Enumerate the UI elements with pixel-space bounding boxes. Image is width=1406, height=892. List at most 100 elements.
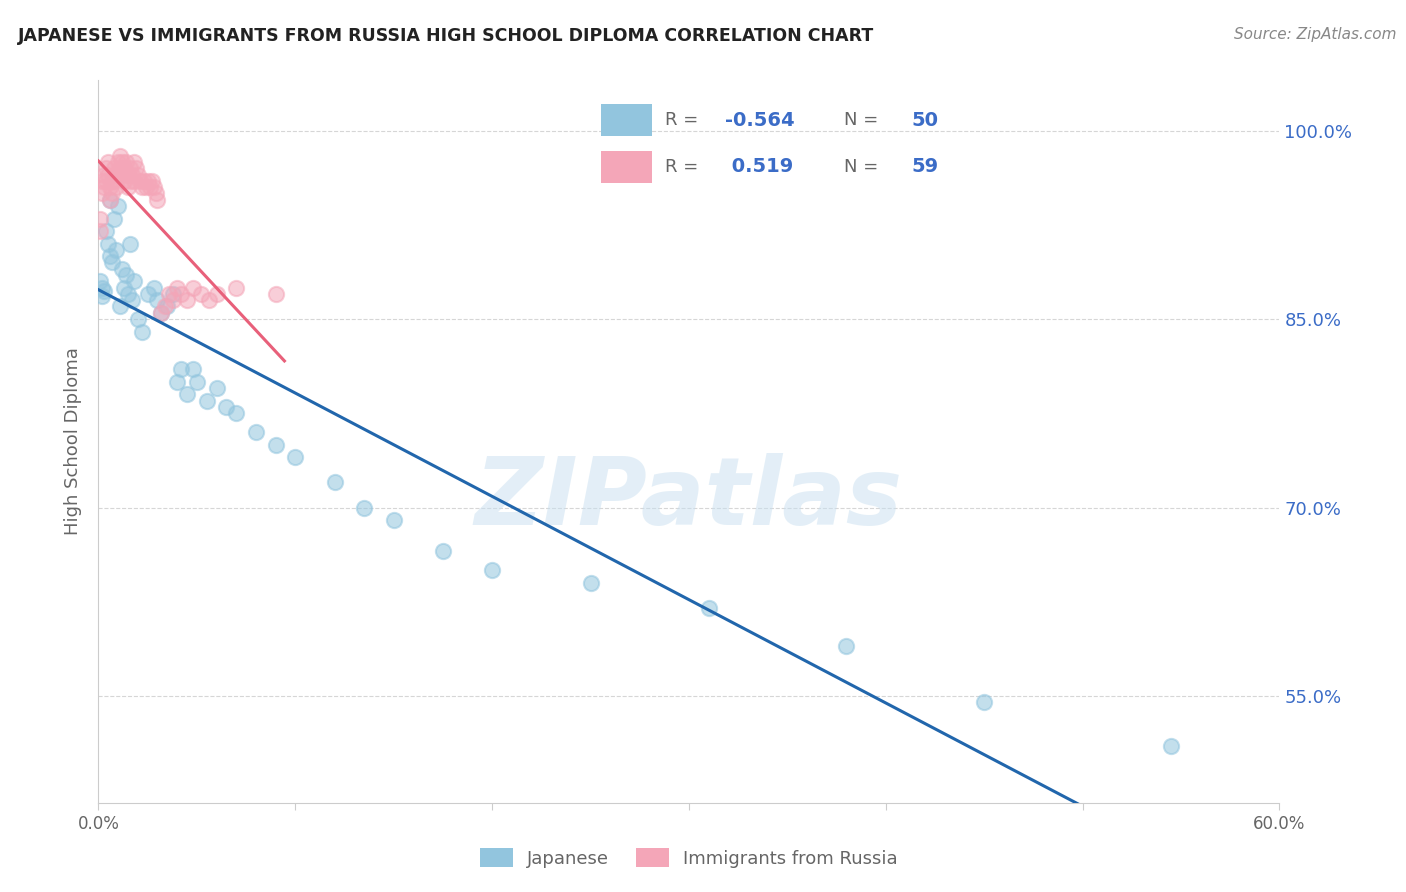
Point (432, 544, 454, 558)
Point (138, 180, 160, 194)
Point (136, 286, 159, 301)
Point (97, 236, 120, 251)
Y-axis label: High School Diploma: High School Diploma (65, 348, 83, 535)
Point (108, 161, 131, 176)
Point (264, 438, 287, 452)
Point (166, 375, 188, 389)
Point (382, 513, 405, 527)
Point (107, 168, 129, 182)
Point (146, 293, 169, 308)
Point (91, 289, 114, 303)
Point (108, 300, 131, 314)
Point (146, 193, 169, 207)
Point (323, 475, 346, 490)
Point (89, 274, 111, 288)
Text: Source: ZipAtlas.com: Source: ZipAtlas.com (1233, 27, 1396, 42)
Point (353, 500, 375, 515)
Point (127, 168, 149, 182)
Point (205, 286, 228, 301)
Point (93, 168, 115, 182)
Point (142, 180, 165, 194)
Point (111, 168, 134, 182)
Point (136, 174, 159, 188)
Point (195, 393, 218, 408)
Point (697, 601, 720, 615)
Point (122, 174, 145, 188)
Point (118, 161, 141, 176)
Point (93, 285, 115, 299)
Point (284, 450, 307, 465)
Point (1160, 739, 1182, 754)
Point (132, 174, 155, 188)
Point (131, 180, 153, 194)
Point (973, 695, 995, 709)
Point (111, 155, 134, 169)
Legend: Japanese, Immigrants from Russia: Japanese, Immigrants from Russia (471, 839, 907, 877)
Point (115, 155, 138, 169)
Point (101, 255, 124, 269)
Text: JAPANESE VS IMMIGRANTS FROM RUSSIA HIGH SCHOOL DIPLOMA CORRELATION CHART: JAPANESE VS IMMIGRANTS FROM RUSSIA HIGH … (18, 27, 875, 45)
Point (97, 155, 120, 169)
Point (121, 168, 143, 182)
Point (112, 174, 135, 188)
Point (98, 249, 121, 263)
Point (127, 312, 149, 326)
Point (122, 155, 145, 169)
Point (105, 180, 128, 194)
Point (103, 161, 125, 176)
Point (97, 168, 120, 182)
Point (103, 211, 125, 226)
Point (264, 286, 287, 301)
Point (96, 224, 118, 238)
Point (162, 286, 184, 301)
Point (135, 180, 157, 194)
Point (122, 274, 145, 288)
Point (197, 293, 219, 308)
Point (162, 293, 184, 308)
Point (131, 325, 153, 339)
Text: ZIPatlas: ZIPatlas (475, 453, 903, 545)
Point (91, 280, 114, 294)
Point (96, 161, 118, 176)
Point (121, 293, 143, 308)
Point (166, 280, 188, 294)
Point (150, 306, 173, 320)
Point (142, 280, 165, 294)
Point (111, 261, 134, 276)
Point (89, 224, 111, 238)
Point (170, 286, 193, 301)
Point (125, 161, 148, 176)
Point (225, 280, 247, 294)
Point (107, 155, 129, 169)
Point (150, 306, 173, 320)
Point (579, 575, 602, 590)
Point (98, 193, 121, 207)
Point (176, 293, 198, 308)
Point (156, 300, 179, 314)
Point (157, 286, 180, 301)
Point (101, 186, 124, 201)
Point (112, 161, 135, 176)
Point (107, 199, 129, 213)
Point (115, 268, 138, 282)
Point (98, 180, 121, 194)
Point (93, 180, 115, 194)
Point (225, 406, 247, 420)
Point (108, 149, 131, 163)
Point (181, 362, 204, 376)
Point (98, 193, 121, 207)
Point (128, 174, 150, 188)
Point (118, 236, 141, 251)
Point (89, 211, 111, 226)
Point (215, 400, 238, 414)
Point (117, 180, 139, 194)
Point (835, 639, 858, 653)
Point (186, 375, 208, 389)
Point (145, 186, 167, 201)
Point (245, 425, 267, 439)
Point (91, 186, 114, 201)
Point (91, 174, 114, 188)
Point (190, 286, 212, 301)
Point (112, 280, 135, 294)
Point (117, 168, 139, 182)
